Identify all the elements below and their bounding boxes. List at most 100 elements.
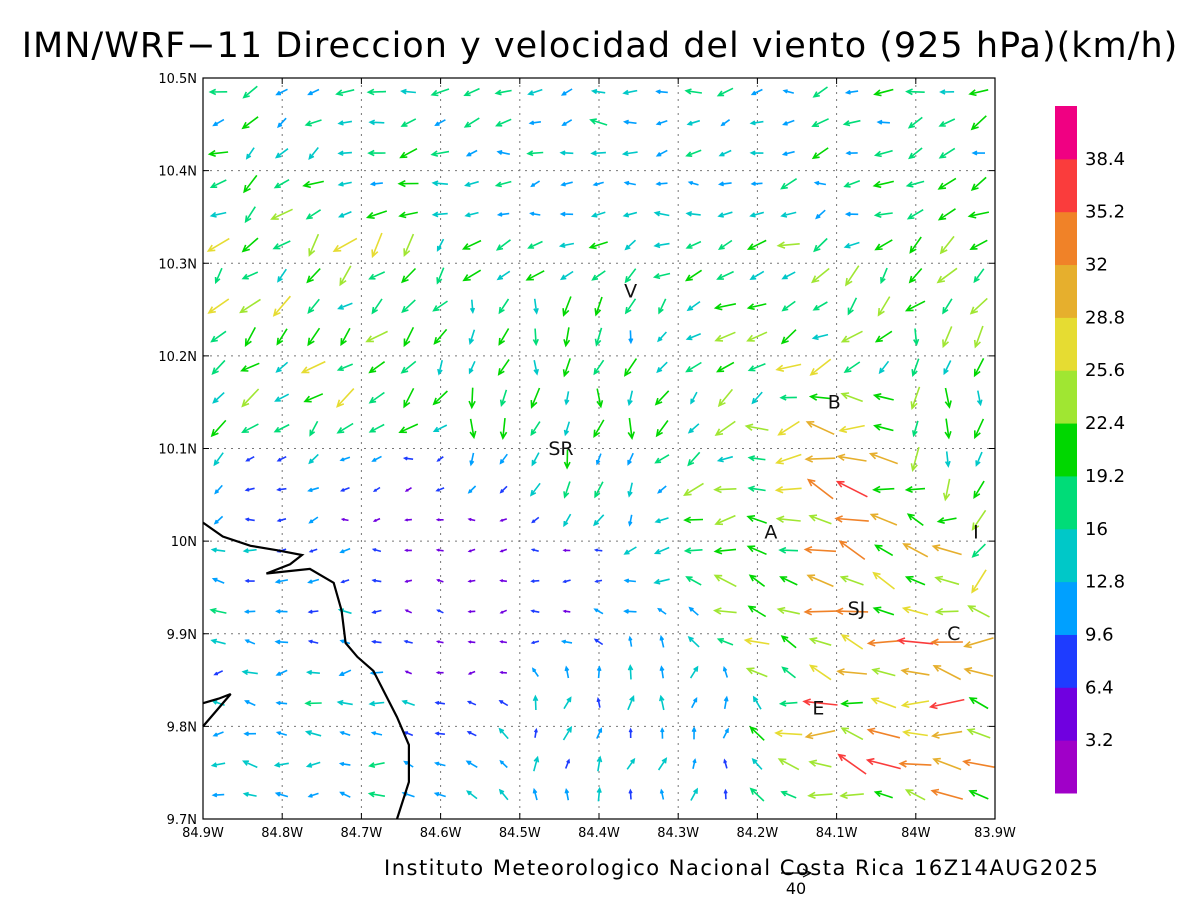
wind-vector <box>270 208 293 220</box>
wind-vector <box>712 607 737 615</box>
wind-vector <box>774 729 803 738</box>
wind-vector <box>723 758 728 769</box>
city-label: I <box>973 521 979 543</box>
wind-vector <box>815 209 826 220</box>
wind-vector <box>774 486 802 494</box>
city-label: V <box>624 281 637 303</box>
x-tick-label: 84W <box>901 826 931 841</box>
wind-vector <box>714 331 736 342</box>
wind-vector <box>274 578 289 584</box>
wind-vector <box>210 638 226 645</box>
colorbar-label: 3.2 <box>1085 730 1114 751</box>
wind-vector <box>943 360 952 376</box>
wind-vector <box>692 758 697 769</box>
wind-vector <box>436 267 445 285</box>
wind-vector <box>533 360 539 376</box>
wind-vector <box>659 788 665 800</box>
y-tick-label: 10.2N <box>158 350 197 365</box>
colorbar-segment <box>1055 528 1077 583</box>
wind-vector <box>436 609 444 614</box>
wind-vector <box>596 697 601 708</box>
wind-vector <box>596 727 603 739</box>
wind-vector <box>655 89 668 95</box>
wind-vector <box>900 700 930 709</box>
wind-vector <box>339 456 351 462</box>
y-tick-label: 10.4N <box>158 165 197 180</box>
wind-vector <box>747 455 766 462</box>
wind-vector <box>209 607 227 614</box>
wind-vector <box>244 578 255 583</box>
x-tick-label: 84.2W <box>736 826 778 841</box>
coastline <box>202 521 410 820</box>
wind-vector <box>499 518 508 522</box>
wind-vector <box>430 150 450 157</box>
wind-vector <box>527 88 543 96</box>
wind-vector <box>842 119 861 127</box>
wind-vector <box>896 637 934 645</box>
wind-vector <box>563 481 571 499</box>
wind-vector <box>976 390 983 407</box>
wind-vector <box>210 547 226 553</box>
wind-vector <box>466 790 478 800</box>
wind-vector <box>432 390 448 406</box>
wind-vector <box>526 150 544 157</box>
wind-vector <box>468 329 476 345</box>
wind-vector <box>873 790 893 799</box>
wind-vector <box>368 271 386 280</box>
wind-vector <box>968 89 989 97</box>
wind-vector <box>594 579 603 583</box>
wind-vector <box>839 575 864 586</box>
wind-vector <box>686 119 701 126</box>
wind-vector <box>468 360 476 375</box>
city-labels: V B SR A I SJ C E <box>548 281 978 720</box>
wind-vector <box>404 518 412 522</box>
wind-vector <box>746 239 767 250</box>
wind-vector <box>717 181 732 187</box>
wind-vector <box>749 150 764 156</box>
wind-vector <box>434 700 446 705</box>
wind-vector <box>211 577 225 584</box>
wind-vector <box>973 480 985 499</box>
wind-vector <box>273 179 290 189</box>
wind-vector <box>304 700 322 707</box>
wind-vector <box>338 761 351 767</box>
wind-vector <box>337 181 352 187</box>
wind-vector <box>912 420 919 438</box>
wind-vector <box>529 211 541 216</box>
wind-vector <box>971 543 986 558</box>
wind-vector <box>911 358 920 378</box>
wind-vector <box>749 787 765 802</box>
wind-vector <box>562 548 571 553</box>
wind-vector <box>866 639 900 647</box>
colorbar-segment <box>1055 740 1077 794</box>
wind-vector <box>530 609 540 614</box>
wind-vector <box>461 239 482 250</box>
colorbar-label: 28.8 <box>1085 307 1125 328</box>
wind-vector <box>592 181 604 187</box>
wind-vector <box>901 729 928 737</box>
wind-vector <box>305 209 322 220</box>
wind-vector <box>276 455 287 462</box>
wind-vector <box>368 361 386 374</box>
reference-label: 40 <box>786 879 806 898</box>
wind-vector <box>559 150 574 156</box>
wind-vector <box>366 88 387 96</box>
wind-vector <box>936 517 957 524</box>
wind-vector <box>272 240 291 250</box>
wind-vector <box>467 640 476 644</box>
wind-vector <box>806 478 834 500</box>
wind-vector <box>499 485 508 494</box>
wind-vector <box>623 578 636 584</box>
wind-vector <box>496 212 510 217</box>
wind-vector <box>628 514 633 527</box>
wind-vector <box>401 267 417 284</box>
wind-vector <box>687 451 701 467</box>
wind-vector <box>628 635 633 647</box>
wind-vector <box>403 233 415 257</box>
wind-vector <box>653 546 670 555</box>
wind-vector <box>207 298 230 314</box>
wind-vector <box>779 576 798 586</box>
colorbar-label: 25.6 <box>1085 360 1125 381</box>
wind-vector <box>210 330 227 343</box>
